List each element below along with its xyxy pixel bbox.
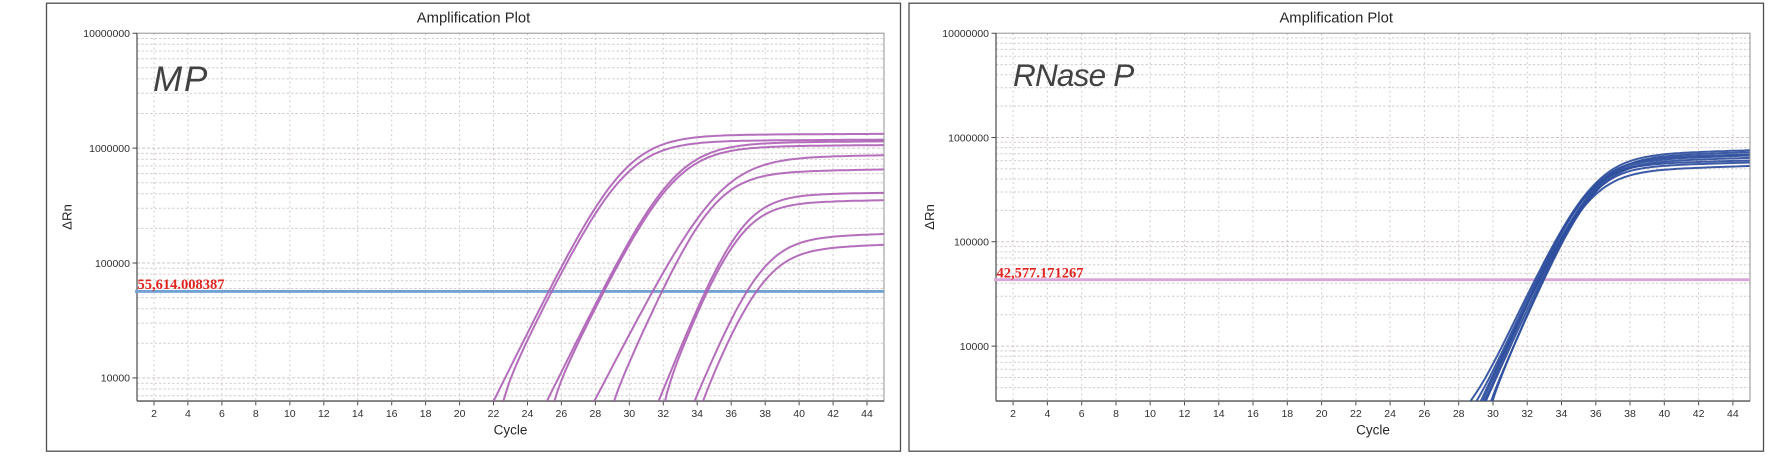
svg-text:2: 2 — [1010, 408, 1016, 420]
svg-text:20: 20 — [454, 408, 466, 420]
svg-text:28: 28 — [590, 408, 602, 420]
svg-text:40: 40 — [1658, 408, 1670, 420]
svg-text:42: 42 — [1693, 408, 1705, 420]
svg-text:24: 24 — [522, 408, 534, 420]
svg-text:26: 26 — [1419, 408, 1431, 420]
svg-text:16: 16 — [1247, 408, 1259, 420]
svg-text:100000: 100000 — [95, 258, 130, 270]
svg-text:30: 30 — [623, 408, 635, 420]
svg-text:2: 2 — [151, 408, 157, 420]
svg-text:12: 12 — [318, 408, 330, 420]
svg-text:10000: 10000 — [101, 373, 130, 385]
svg-text:Amplification Plot: Amplification Plot — [1279, 10, 1393, 26]
svg-text:34: 34 — [1556, 408, 1568, 420]
svg-text:28: 28 — [1453, 408, 1465, 420]
svg-text:Cycle: Cycle — [494, 423, 528, 438]
svg-text:18: 18 — [1281, 408, 1293, 420]
svg-text:22: 22 — [488, 408, 500, 420]
svg-text:32: 32 — [657, 408, 669, 420]
svg-text:10000: 10000 — [960, 341, 989, 353]
svg-text:Amplification Plot: Amplification Plot — [417, 10, 531, 26]
svg-text:16: 16 — [386, 408, 398, 420]
svg-text:26: 26 — [556, 408, 568, 420]
svg-text:RNase P: RNase P — [1013, 57, 1134, 93]
svg-text:42,577.171267: 42,577.171267 — [997, 266, 1084, 282]
svg-text:1000000: 1000000 — [948, 132, 989, 144]
svg-text:Cycle: Cycle — [1356, 423, 1390, 438]
svg-text:10000000: 10000000 — [942, 28, 989, 40]
svg-text:55,614.008387: 55,614.008387 — [138, 277, 225, 293]
svg-text:42: 42 — [827, 408, 839, 420]
svg-text:4: 4 — [1044, 408, 1050, 420]
svg-text:32: 32 — [1521, 408, 1533, 420]
svg-text:10: 10 — [284, 408, 296, 420]
svg-text:1000000: 1000000 — [89, 143, 130, 155]
svg-text:6: 6 — [1079, 408, 1085, 420]
svg-text:38: 38 — [1624, 408, 1636, 420]
svg-text:44: 44 — [861, 408, 873, 420]
svg-text:44: 44 — [1727, 408, 1739, 420]
svg-text:38: 38 — [759, 408, 771, 420]
svg-text:6: 6 — [219, 408, 225, 420]
svg-text:24: 24 — [1384, 408, 1396, 420]
svg-text:8: 8 — [253, 408, 259, 420]
svg-text:30: 30 — [1487, 408, 1499, 420]
svg-text:12: 12 — [1179, 408, 1191, 420]
svg-text:18: 18 — [420, 408, 432, 420]
svg-text:ΔRn: ΔRn — [60, 204, 75, 230]
svg-text:100000: 100000 — [954, 237, 989, 249]
svg-text:20: 20 — [1316, 408, 1328, 420]
svg-text:36: 36 — [1590, 408, 1602, 420]
svg-text:10: 10 — [1144, 408, 1156, 420]
svg-text:40: 40 — [793, 408, 805, 420]
svg-text:8: 8 — [1113, 408, 1119, 420]
svg-text:14: 14 — [352, 408, 364, 420]
svg-text:36: 36 — [725, 408, 737, 420]
svg-text:14: 14 — [1213, 408, 1225, 420]
svg-text:MP: MP — [153, 60, 209, 99]
svg-text:ΔRn: ΔRn — [922, 204, 937, 230]
svg-text:10000000: 10000000 — [83, 28, 130, 40]
svg-text:4: 4 — [185, 408, 191, 420]
svg-text:22: 22 — [1350, 408, 1362, 420]
svg-text:34: 34 — [691, 408, 703, 420]
